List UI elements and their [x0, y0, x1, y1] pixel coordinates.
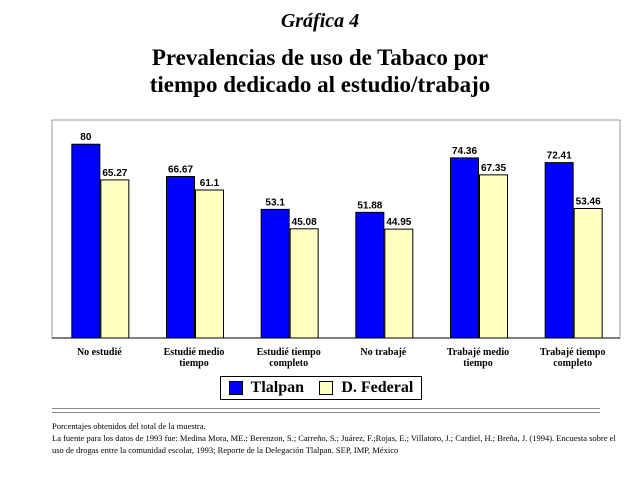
footnotes: Porcentajes obtenidos del total de la mu… [52, 420, 622, 456]
legend-item-tlalpan: Tlalpan [228, 379, 305, 397]
bar-tlalpan-1 [166, 176, 195, 339]
legend-item-federal: D. Federal [319, 379, 413, 397]
bar-tlalpan-3 [355, 211, 385, 339]
legend-swatch-federal [319, 381, 334, 395]
bar-tlalpan-2 [260, 208, 290, 339]
chart-number: Gráfica 4 [280, 10, 360, 32]
legend-swatch-tlalpan [228, 381, 243, 395]
notes-separator [52, 408, 600, 413]
footnote-line-2: La fuente para los datos de 1993 fue: Me… [52, 433, 616, 455]
legend-label-tlalpan: Tlalpan [250, 379, 305, 396]
data-label-tlalpan-2: 53.1 [265, 197, 285, 208]
bar-federal-0 [100, 179, 130, 339]
data-label-tlalpan-5: 72.41 [547, 151, 572, 162]
data-label-federal-5: 53.46 [576, 197, 601, 208]
category-label-2-1: completo [269, 358, 308, 369]
data-label-federal-3: 44.95 [386, 217, 411, 228]
chart-legend: Tlalpan D. Federal [220, 376, 422, 400]
category-label-3-0: No trabajé [360, 347, 406, 358]
data-label-tlalpan-3: 51.88 [357, 200, 382, 211]
bar-federal-5 [573, 208, 603, 339]
chart-title-line-1: Prevalencias de uso de Tabaco por [151, 45, 489, 70]
bar-tlalpan-0 [71, 143, 101, 339]
bar-federal-4 [479, 174, 508, 339]
chart-title: Prevalencias de uso de Tabaco por tiempo… [0, 44, 640, 98]
category-label-4-0: Trabajé medio [447, 347, 509, 358]
category-label-5-0: Trabajé tiempo [540, 347, 606, 358]
plot-area [51, 119, 621, 339]
legend-label-federal: D. Federal [341, 379, 414, 396]
data-label-federal-1: 61.1 [200, 178, 220, 189]
data-label-tlalpan-0: 80 [80, 132, 92, 143]
data-label-federal-0: 65.27 [102, 168, 127, 179]
category-label-1-1: tiempo [179, 358, 208, 369]
data-label-tlalpan-1: 66.67 [168, 165, 193, 176]
bar-federal-2 [289, 228, 319, 339]
bar-tlalpan-5 [544, 162, 574, 339]
data-label-federal-4: 67.35 [481, 163, 506, 174]
data-label-tlalpan-4: 74.36 [452, 146, 477, 157]
footnote-line-1: Porcentajes obtenidos del total de la mu… [52, 421, 206, 431]
category-label-0-0: No estudié [77, 347, 122, 358]
data-label-federal-2: 45.08 [292, 217, 317, 228]
category-label-1-0: Estudié medio [164, 347, 225, 358]
category-label-2-0: Estudié tiempo [257, 347, 321, 358]
bar-federal-1 [195, 189, 224, 339]
chart-title-line-2: tiempo dedicado al estudio/trabajo [149, 72, 491, 97]
bar-tlalpan-4 [450, 157, 479, 339]
category-label-5-1: completo [553, 358, 592, 369]
bar-federal-3 [384, 228, 414, 339]
category-label-4-1: tiempo [463, 358, 492, 369]
